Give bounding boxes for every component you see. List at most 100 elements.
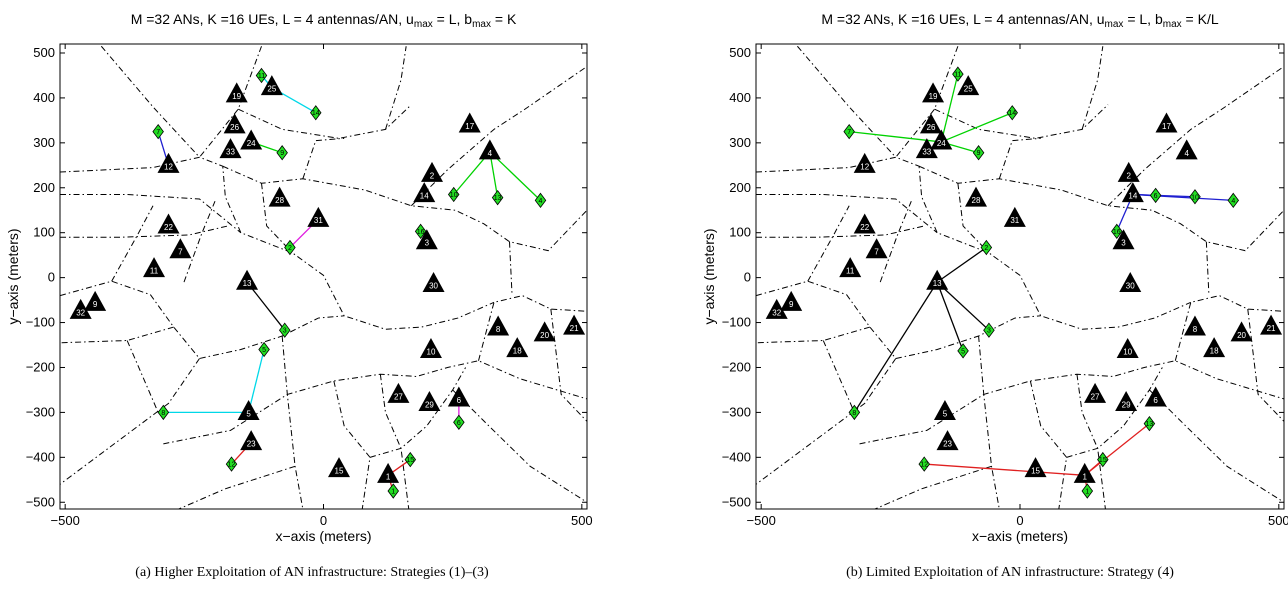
user-equipment-label: 7	[156, 129, 160, 136]
access-node-marker	[1115, 391, 1138, 412]
access-node-label: 11	[846, 267, 855, 276]
user-equipment-marker	[1111, 223, 1123, 240]
an-ue-link	[936, 281, 964, 352]
user-equipment-label: 6	[1154, 193, 1158, 200]
cell-boundary	[100, 45, 200, 158]
plot-content: 1234567891011121314151718192021222324252…	[60, 45, 587, 509]
cell-boundary	[797, 45, 897, 158]
access-node-label: 7	[178, 248, 183, 257]
access-node-label: 15	[335, 466, 344, 475]
access-node-label: 17	[465, 122, 474, 131]
cell-boundary	[1205, 241, 1210, 296]
plot-content: 1234567891011121314151718192021222324252…	[756, 45, 1284, 509]
access-node-label: 6	[1153, 396, 1158, 405]
access-node-marker	[1112, 229, 1135, 250]
access-node-label: 14	[420, 192, 429, 201]
user-equipment-label: 14	[312, 110, 320, 117]
user-equipment-marker	[980, 239, 993, 256]
user-equipment-marker	[952, 66, 964, 82]
cell-boundary	[1076, 374, 1106, 509]
title-segment: M =32 ANs, K =16 UEs, L = 4 antennas/AN,…	[131, 11, 414, 27]
y-tick-label: 500	[729, 45, 751, 60]
access-node-label: 30	[1126, 281, 1135, 290]
user-equipment-label: 8	[852, 410, 856, 417]
access-node-label: 28	[972, 196, 981, 205]
access-node-marker	[926, 269, 949, 290]
access-node-marker	[237, 400, 260, 421]
access-node-marker	[780, 290, 803, 311]
access-node-marker	[328, 457, 350, 478]
access-node-label: 26	[927, 123, 936, 132]
access-node-marker	[1117, 161, 1140, 182]
y-tick-label: −200	[26, 359, 55, 374]
access-node-label: 29	[1122, 400, 1131, 409]
user-equipment-label: 2	[288, 245, 292, 252]
x-tick-label: 0	[320, 513, 327, 528]
access-node-label: 9	[93, 300, 98, 309]
access-node-marker	[421, 161, 443, 182]
title-subscript: max	[414, 19, 433, 30]
user-equipment-marker	[843, 123, 855, 140]
access-node-marker	[853, 152, 876, 173]
cell-boundary	[60, 156, 495, 330]
cell-boundary	[385, 46, 407, 130]
user-equipment-marker	[918, 456, 930, 472]
cell-boundary	[163, 360, 587, 445]
x-tick-label: 500	[571, 513, 593, 528]
cell-boundary	[333, 380, 371, 509]
cell-boundary	[199, 46, 262, 158]
access-node-marker	[225, 82, 248, 103]
access-node-marker	[223, 113, 246, 134]
access-node-label: 19	[929, 92, 938, 101]
access-node-marker	[1203, 337, 1226, 358]
user-equipment-label: 13	[1146, 421, 1154, 428]
y-tick-label: −400	[26, 449, 55, 464]
access-node-label: 29	[425, 400, 434, 409]
cell-boundary	[1247, 309, 1284, 422]
cell-boundary	[807, 205, 850, 282]
cell-boundary	[879, 201, 912, 283]
cell-boundary	[756, 194, 938, 234]
cell-boundary	[509, 241, 513, 296]
user-equipment-label: 10	[1191, 194, 1199, 201]
user-equipment-marker	[983, 322, 995, 338]
user-equipment-marker	[414, 223, 427, 240]
title-subscript: max	[1163, 19, 1182, 30]
user-equipment-marker	[152, 123, 164, 140]
an-ue-link	[936, 246, 987, 283]
an-ue-link	[940, 73, 959, 143]
access-node-marker	[219, 138, 242, 159]
access-node-marker	[1116, 338, 1139, 359]
access-node-label: 10	[1123, 347, 1132, 356]
cell-boundary	[957, 183, 990, 254]
user-equipment-marker	[1143, 415, 1156, 432]
access-node-label: 23	[943, 440, 952, 449]
user-equipment-marker	[1149, 187, 1162, 204]
access-node-label: 5	[943, 409, 948, 418]
x-tick-label: −500	[747, 513, 776, 528]
an-ue-link	[1132, 193, 1234, 201]
y-tick-label: 0	[744, 270, 751, 285]
cell-boundary	[918, 165, 1284, 252]
access-node-label: 19	[232, 92, 241, 101]
access-node-label: 10	[427, 347, 436, 356]
user-equipment-marker	[404, 451, 417, 468]
y-tick-label: 100	[729, 225, 751, 240]
user-equipment-marker	[157, 404, 170, 421]
access-node-label: 27	[1091, 392, 1100, 401]
access-node-label: 7	[874, 248, 879, 257]
access-node-marker	[1175, 139, 1198, 160]
access-node-marker	[415, 229, 438, 250]
access-node-label: 8	[1193, 325, 1198, 334]
access-node-marker	[260, 75, 283, 96]
title-segment: = L, b	[1123, 11, 1163, 27]
access-node-label: 25	[267, 85, 276, 94]
user-equipment-label: 3	[283, 328, 287, 335]
access-node-marker	[1144, 386, 1167, 407]
access-node-label: 22	[860, 223, 869, 232]
y-tick-label: −400	[722, 449, 751, 464]
cell-boundary	[60, 225, 229, 238]
access-node-marker	[458, 112, 481, 133]
access-node-label: 8	[496, 325, 501, 334]
access-node-label: 18	[513, 347, 522, 356]
